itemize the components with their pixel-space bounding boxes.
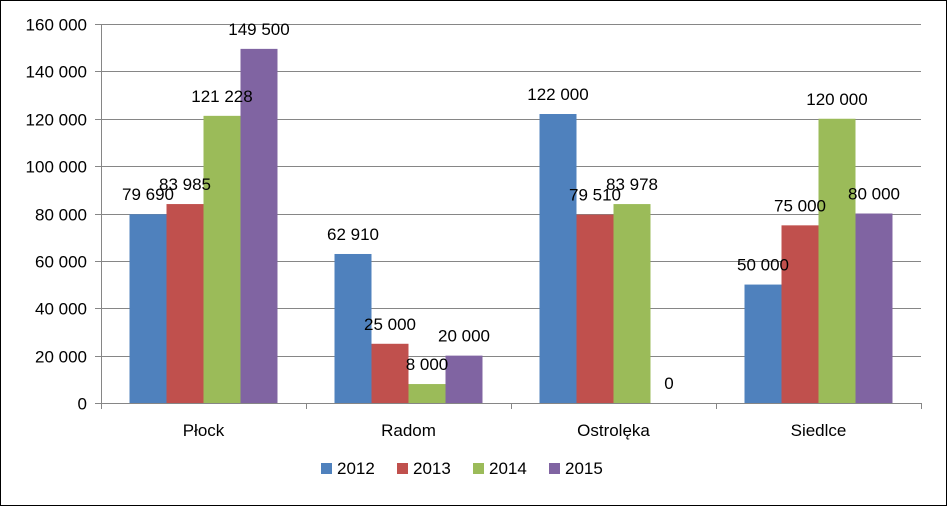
data-label: 8 000 [406,355,449,374]
bar [445,355,483,403]
bar [334,253,372,403]
bar [855,213,893,403]
data-label: 25 000 [364,315,416,334]
bar [576,214,614,403]
legend: 2012 2013 2014 2015 [321,459,603,478]
data-label: 80 000 [848,185,900,204]
data-label: 122 000 [527,85,588,104]
legend-label: 2013 [413,459,451,478]
y-tick-label: 60 000 [35,253,87,272]
data-label: 83 978 [606,175,658,194]
data-label: 20 000 [438,327,490,346]
legend-label: 2012 [337,459,375,478]
data-label: 120 000 [806,90,867,109]
bar [613,204,651,403]
bar [408,384,446,403]
x-tick-label: Ostrolęka [577,421,650,440]
axes: 0 20 000 40 000 60 000 80 000 100 000 120 000 1… [26,16,922,440]
y-tick-label: 40 000 [35,300,87,319]
data-label: 0 [664,374,673,393]
data-label: 121 228 [191,87,252,106]
legend-swatch [321,463,332,474]
data-label: 62 910 [327,225,379,244]
bar [129,214,167,403]
legend-swatch [397,463,408,474]
bar [781,225,819,403]
y-tick-label: 0 [78,395,87,414]
legend-label: 2015 [565,459,603,478]
x-tick-label: Radom [381,421,436,440]
y-tick-label: 140 000 [26,63,87,82]
y-tick-label: 20 000 [35,348,87,367]
bar [818,118,856,403]
legend-swatch [473,463,484,474]
bar [166,204,204,403]
bar [744,284,782,403]
data-label: 79 510 [569,186,621,205]
y-tick-label: 120 000 [26,111,87,130]
legend-label: 2014 [489,459,527,478]
data-label: 149 500 [228,20,289,39]
bar [539,114,577,403]
bar [371,343,409,403]
data-label: 83 985 [159,175,211,194]
data-labels: 79 690 62 910 122 000 50 000 83 985 25 000 79 … [122,20,900,393]
legend-swatch [549,463,560,474]
y-tick-label: 100 000 [26,158,87,177]
y-tick-label: 80 000 [35,206,87,225]
data-label: 50 000 [737,256,789,275]
y-tick-label: 160 000 [26,16,87,35]
bars [129,48,893,403]
x-tick-label: Płock [183,421,225,440]
bar [203,115,241,403]
bar [240,48,278,403]
x-tick-label: Siedlce [791,421,847,440]
data-label: 79 690 [122,185,174,204]
data-label: 75 000 [774,196,826,215]
